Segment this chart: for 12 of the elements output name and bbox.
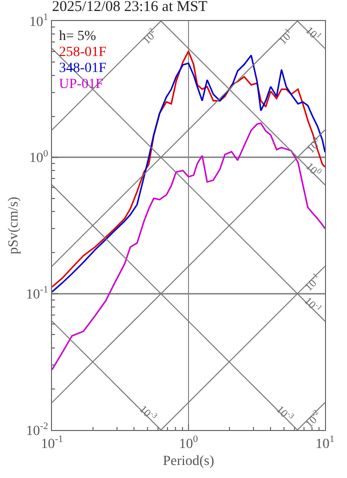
text: 348-01F <box>59 61 107 76</box>
chart-title: 2025/12/08 23:16 at MST <box>52 0 208 15</box>
x-tick-label: 10$^{1}$ <box>316 434 335 452</box>
y-axis-title: pSv(cm/s) <box>6 196 22 254</box>
x-axis-title: Period(s) <box>162 454 214 470</box>
text: 258-01F <box>59 45 107 60</box>
text: UP-01F <box>59 77 104 92</box>
y-tick-label: 10$^{1}$ <box>29 12 48 30</box>
y-tick-label: 10$^{0}$ <box>29 148 48 166</box>
y-tick-label: 10$^{-1}$ <box>26 284 48 303</box>
x-tick-label: 10$^{0}$ <box>179 434 198 452</box>
legend-title: h= 5% <box>59 29 96 44</box>
